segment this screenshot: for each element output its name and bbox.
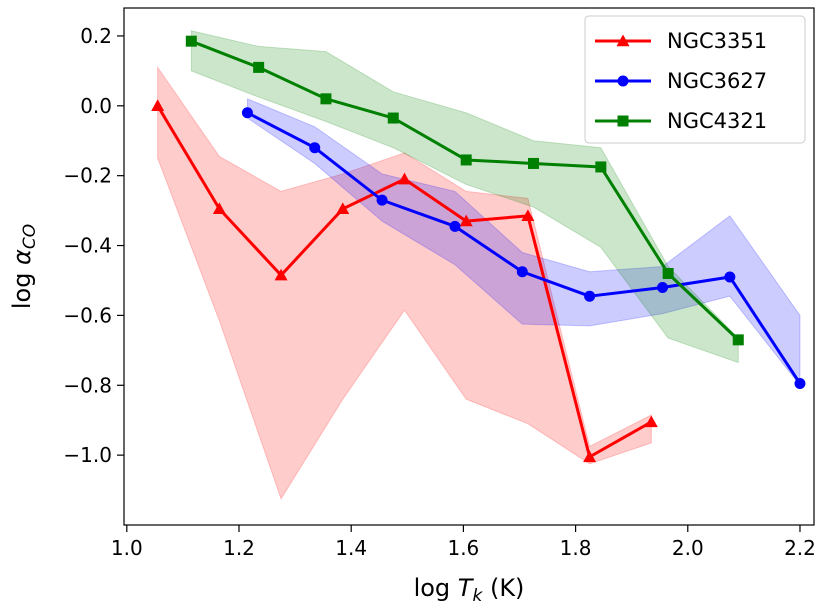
y-tick-label: −0.2	[63, 164, 112, 188]
uncertainty-bands	[157, 30, 801, 500]
point-ngc3627-7	[724, 271, 736, 283]
point-ngc3627-3	[449, 220, 461, 232]
point-ngc3351-3	[336, 202, 350, 215]
legend-label-ngc3627: NGC3627	[667, 69, 767, 93]
point-ngc3351-2	[274, 268, 288, 281]
point-ngc3627-1	[309, 142, 321, 154]
point-ngc3351-1	[212, 202, 226, 215]
point-ngc4321-8	[732, 334, 744, 346]
point-ngc4321-2	[320, 93, 332, 105]
point-ngc3627-2	[376, 194, 388, 206]
point-ngc3351-0	[151, 99, 165, 112]
point-ngc4321-0	[185, 35, 197, 47]
point-ngc4321-1	[253, 61, 265, 73]
x-tick-label: 1.2	[223, 536, 255, 560]
y-tick-label: −0.6	[63, 303, 112, 327]
legend-box	[584, 15, 806, 144]
y-axis: 0.2 0.0 −0.2 −0.4 −0.6 −0.8 −1.0	[63, 24, 124, 467]
legend-label-ngc3351: NGC3351	[667, 29, 767, 53]
x-tick-label: 1.4	[335, 536, 367, 560]
x-axis: 1.0 1.2 1.4 1.6 1.8 2.0 2.2	[111, 525, 816, 560]
legend-marker-ngc3351	[616, 34, 630, 47]
legend-marker-ngc4321	[617, 115, 629, 127]
band-ngc3351	[157, 65, 652, 500]
point-ngc4321-6	[595, 161, 607, 173]
x-tick-label: 2.0	[672, 536, 704, 560]
point-ngc3627-5	[584, 290, 596, 302]
point-ngc4321-4	[460, 154, 472, 166]
point-ngc3627-6	[657, 281, 669, 293]
legend-label-ngc4321: NGC4321	[667, 109, 767, 133]
y-tick-label: −1.0	[63, 443, 112, 467]
point-ngc4321-7	[662, 267, 674, 279]
y-tick-label: −0.4	[63, 234, 112, 258]
y-axis-label: log αCO	[8, 224, 40, 309]
point-ngc3351-7	[583, 450, 597, 463]
legend-marker-ngc3627	[617, 75, 629, 87]
legend: NGC3351 NGC3627 NGC4321	[584, 15, 806, 144]
point-ngc4321-5	[528, 157, 540, 169]
point-ngc4321-3	[387, 112, 399, 124]
plot-frame	[123, 7, 815, 526]
x-tick-label: 1.0	[111, 536, 143, 560]
point-ngc3627-4	[516, 266, 528, 278]
x-axis-label: log Tk (K)	[414, 574, 525, 606]
point-ngc3627-8	[794, 378, 806, 390]
series-markers	[151, 35, 806, 463]
point-ngc3351-6	[521, 209, 535, 222]
band-ngc4321	[190, 30, 739, 364]
x-tick-label: 1.6	[447, 536, 479, 560]
point-ngc3351-5	[459, 214, 473, 227]
point-ngc3627-0	[241, 107, 253, 119]
point-ngc3351-8	[644, 415, 658, 428]
x-tick-label: 2.2	[784, 536, 816, 560]
point-ngc3351-4	[397, 172, 411, 185]
x-tick-label: 1.8	[560, 536, 592, 560]
y-tick-label: −0.8	[63, 373, 112, 397]
y-tick-label: 0.2	[80, 24, 112, 48]
y-tick-label: 0.0	[80, 94, 112, 118]
